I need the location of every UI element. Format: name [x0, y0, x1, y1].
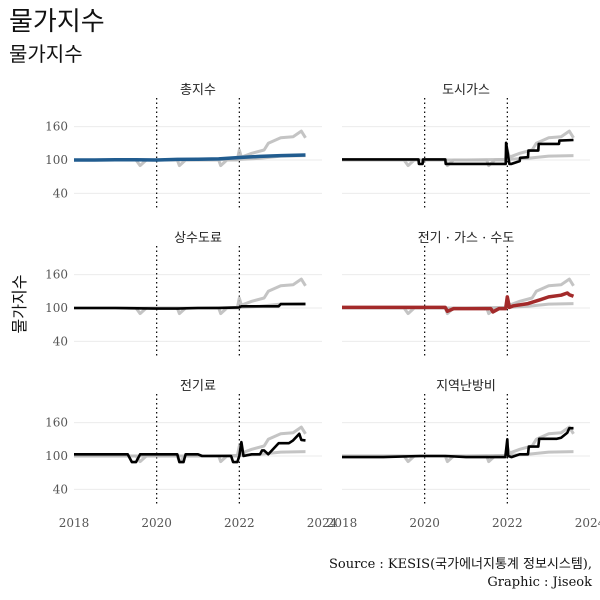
background-series-line [342, 450, 574, 458]
caption-source: Source : KESIS(국가에너지통계 정보시스템), [328, 557, 592, 572]
y-tick-label: 160 [45, 416, 68, 430]
caption: Source : KESIS(국가에너지통계 정보시스템), Graphic :… [329, 556, 592, 592]
series-line [74, 302, 306, 310]
x-tick-label: 2022 [224, 516, 255, 530]
chart-title: 물가지수 [9, 7, 105, 37]
y-tick-label: 40 [53, 482, 68, 496]
x-tick-label: 2024 [575, 516, 600, 530]
x-tick-label: 2018 [59, 516, 90, 530]
series-line [74, 153, 306, 162]
series-line [342, 426, 574, 459]
x-tick-label: 2018 [327, 516, 358, 530]
background-series-line [74, 129, 307, 168]
y-tick-label: 160 [45, 120, 68, 134]
y-tick-label: 100 [45, 449, 68, 463]
y-tick-label: 40 [53, 334, 68, 348]
x-tick-label: 2024 [307, 516, 338, 530]
y-tick-label: 160 [45, 268, 68, 282]
chart-subtitle: 물가지수 [9, 42, 83, 66]
panel-title: 지역난방비 [436, 379, 496, 394]
x-tick-label: 2022 [492, 516, 523, 530]
panel-title: 도시가스 [442, 83, 490, 98]
background-series-line [342, 277, 575, 316]
y-tick-label: 100 [45, 301, 68, 315]
x-tick-label: 2020 [409, 516, 440, 530]
series-line [342, 138, 574, 166]
x-tick-label: 2020 [141, 516, 172, 530]
series-line [74, 432, 306, 464]
background-series-line [74, 425, 307, 464]
y-tick-label: 100 [45, 153, 68, 167]
panel-title: 상수도료 [174, 231, 222, 246]
caption-credit: Graphic : Jiseok [487, 575, 592, 590]
series-line [342, 291, 575, 314]
panel-title: 전기 · 가스 · 수도 [418, 231, 515, 246]
y-tick-label: 40 [53, 186, 68, 200]
panel-title: 총지수 [180, 83, 216, 98]
panel-title: 전기료 [180, 379, 216, 394]
background-series-line [74, 277, 307, 316]
